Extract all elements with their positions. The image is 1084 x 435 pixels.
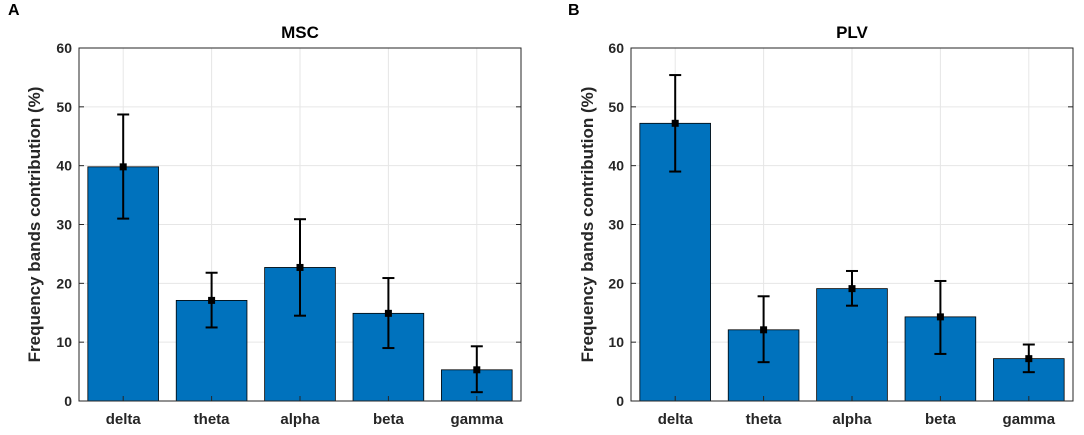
chart2-ytick-label: 30 [608,217,624,233]
chart2-mean-marker-beta [936,313,944,321]
panel-letter-a: A [8,2,20,19]
chart2-title: PLV [836,23,868,42]
chart2-mean-marker-theta [760,326,768,334]
chart1-xtick-label-beta: beta [373,411,405,428]
chart1-mean-marker-delta [119,163,127,171]
chart1-mean-marker-gamma [473,366,481,374]
chart2-bar-alpha [816,288,888,402]
chart1-ytick-label: 40 [56,158,72,174]
chart2-ytick-label: 60 [608,40,624,56]
chart2-ytick-label: 50 [608,99,624,115]
chart1-ytick-label: 60 [56,40,72,56]
chart2-xtick-label-delta: delta [658,411,694,428]
chart2-mean-marker-gamma [1025,355,1033,363]
chart2-ytick-label: 40 [608,158,624,174]
chart2-xtick-label-beta: beta [925,411,957,428]
chart1-mean-marker-alpha [296,263,304,271]
chart1-xtick-label-alpha: alpha [280,411,320,428]
chart1-ylabel: Frequency bands contribution (%) [25,87,44,363]
panel-letter-b: B [568,2,580,19]
chart2-ylabel: Frequency bands contribution (%) [578,87,597,363]
chart1-ytick-label: 20 [56,275,72,291]
chart1-ytick-label: 10 [56,334,72,350]
chart2-xtick-label-alpha: alpha [832,411,872,428]
chart1-mean-marker-theta [208,296,216,304]
chart1-title: MSC [281,23,319,42]
chart2-mean-marker-delta [671,119,679,127]
chart1-ytick-label: 30 [56,217,72,233]
chart2-xtick-label-theta: theta [746,411,782,428]
chart2-ytick-label: 20 [608,275,624,291]
chart1-xtick-label-delta: delta [106,411,142,428]
chart1-xtick-label-gamma: gamma [451,411,504,428]
chart1-mean-marker-beta [384,309,392,317]
chart1-ytick-label: 0 [64,393,72,409]
chart2-ytick-label: 10 [608,334,624,350]
chart2-mean-marker-alpha [848,285,856,293]
chart1-ytick-label: 50 [56,99,72,115]
chart2-xtick-label-gamma: gamma [1003,411,1056,428]
chart1-xtick-label-theta: theta [194,411,230,428]
chart2-ytick-label: 0 [616,393,624,409]
